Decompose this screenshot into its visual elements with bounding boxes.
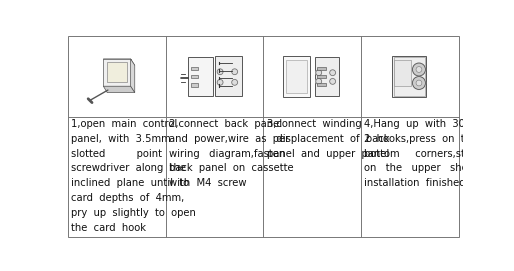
Bar (191, 75, 198, 79)
Bar (215, 56, 242, 96)
Bar (318, 83, 325, 86)
Circle shape (413, 63, 426, 76)
Text: 4,Hang  up  with  30°  to
2  hooks,press  on  the  2
bottom     corners,stuck
on: 4,Hang up with 30° to 2 hooks,press on t… (364, 119, 490, 188)
Circle shape (217, 69, 223, 75)
Circle shape (232, 69, 237, 75)
Circle shape (416, 80, 422, 86)
Text: 2,connect  back  panel
and  power,wire  as  per
wiring   diagram,fasten
back  pa: 2,connect back panel and power,wire as p… (169, 119, 293, 188)
Circle shape (416, 67, 422, 72)
Polygon shape (103, 86, 135, 93)
Polygon shape (103, 59, 131, 86)
Bar (318, 67, 325, 70)
Circle shape (329, 70, 336, 76)
Bar (191, 67, 198, 70)
Circle shape (316, 70, 322, 76)
Bar (188, 57, 213, 96)
Bar (392, 56, 426, 98)
Polygon shape (103, 59, 135, 65)
Bar (283, 56, 309, 97)
Circle shape (316, 79, 322, 84)
Bar (315, 57, 339, 96)
Circle shape (413, 77, 426, 89)
Circle shape (232, 79, 237, 85)
Circle shape (329, 79, 336, 84)
Bar (394, 57, 425, 96)
Polygon shape (106, 62, 127, 82)
Bar (318, 75, 325, 78)
Text: 1,open  main  control
panel,  with  3.5mm
slotted          point
screwdriver  al: 1,open main control panel, with 3.5mm sl… (71, 119, 196, 233)
Polygon shape (131, 59, 135, 93)
Circle shape (217, 79, 223, 85)
Bar (191, 83, 198, 86)
Text: 3,connect  winding
   displacement  of  back
panel  and  upper  panel: 3,connect winding displacement of back p… (267, 119, 389, 159)
Bar (286, 60, 307, 93)
Bar (394, 60, 411, 86)
